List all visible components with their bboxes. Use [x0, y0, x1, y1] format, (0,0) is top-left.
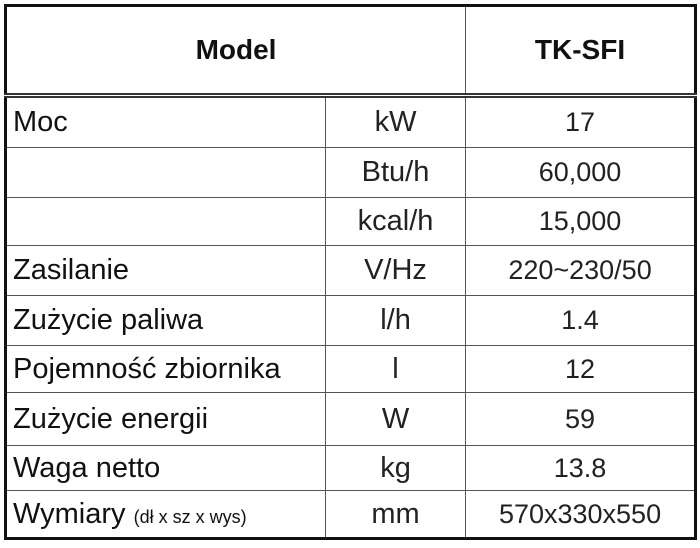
- row-value: 13.8: [465, 445, 697, 491]
- row-label: Moc: [5, 95, 326, 148]
- row-unit: kW: [324, 95, 467, 148]
- row-label: Waga netto: [5, 445, 326, 491]
- row-unit: W: [324, 392, 467, 446]
- row-unit: l: [324, 345, 467, 393]
- table-row: Zasilanie V/Hz 220~230/50: [5, 245, 697, 296]
- row-value: 1.4: [465, 295, 697, 346]
- label-text: Moc: [13, 106, 68, 138]
- label-text: Wymiary: [13, 497, 126, 530]
- table-row: Zużycie energii W 59: [5, 392, 697, 446]
- header-row: Model TK-SFI: [4, 5, 697, 98]
- row-value: 220~230/50: [465, 245, 697, 296]
- label-text: Pojemność zbiornika: [13, 352, 281, 385]
- row-value: 15,000: [465, 197, 697, 246]
- label-text: Waga netto: [13, 451, 161, 484]
- table-row: Pojemność zbiornika l 12: [5, 345, 697, 393]
- label-text: Zużycie energii: [13, 402, 209, 435]
- row-value: 12: [465, 345, 697, 393]
- label-text: Zasilanie: [13, 254, 130, 286]
- row-value: 17: [465, 95, 697, 148]
- row-value: 570x330x550: [465, 490, 697, 539]
- row-label: [5, 147, 326, 198]
- row-unit: mm: [324, 490, 467, 539]
- header-title: Model: [4, 5, 467, 98]
- table-row: Wymiary (dł x sz x wys) mm 570x330x550: [5, 490, 697, 539]
- label-note: (dł x sz x wys): [133, 506, 247, 527]
- table-row: Btu/h 60,000: [5, 147, 697, 198]
- label-text: Zużycie paliwa: [13, 304, 204, 336]
- row-unit: Btu/h: [324, 147, 467, 198]
- row-label: Pojemność zbiornika: [5, 345, 326, 393]
- row-label: Zużycie paliwa: [5, 295, 326, 346]
- row-label: Zasilanie: [5, 245, 326, 296]
- row-label: Zużycie energii: [5, 392, 326, 446]
- row-label: [5, 197, 326, 246]
- table-row: Waga netto kg 13.8: [5, 445, 697, 491]
- row-value: 60,000: [465, 147, 697, 198]
- row-unit: V/Hz: [324, 245, 467, 296]
- row-unit: kg: [324, 445, 467, 491]
- table-row: kcal/h 15,000: [5, 197, 697, 246]
- row-value: 59: [465, 392, 697, 446]
- table-row: Moc kW 17: [5, 95, 697, 148]
- row-label: Wymiary (dł x sz x wys): [5, 490, 326, 539]
- spec-table: Model TK-SFI Moc kW 17 Btu/h 60,000 kcal/h 15,…: [4, 4, 698, 540]
- row-unit: l/h: [324, 295, 467, 346]
- header-model: TK-SFI: [465, 5, 697, 98]
- row-unit: kcal/h: [324, 197, 467, 246]
- table-row: Zużycie paliwa l/h 1.4: [5, 295, 697, 346]
